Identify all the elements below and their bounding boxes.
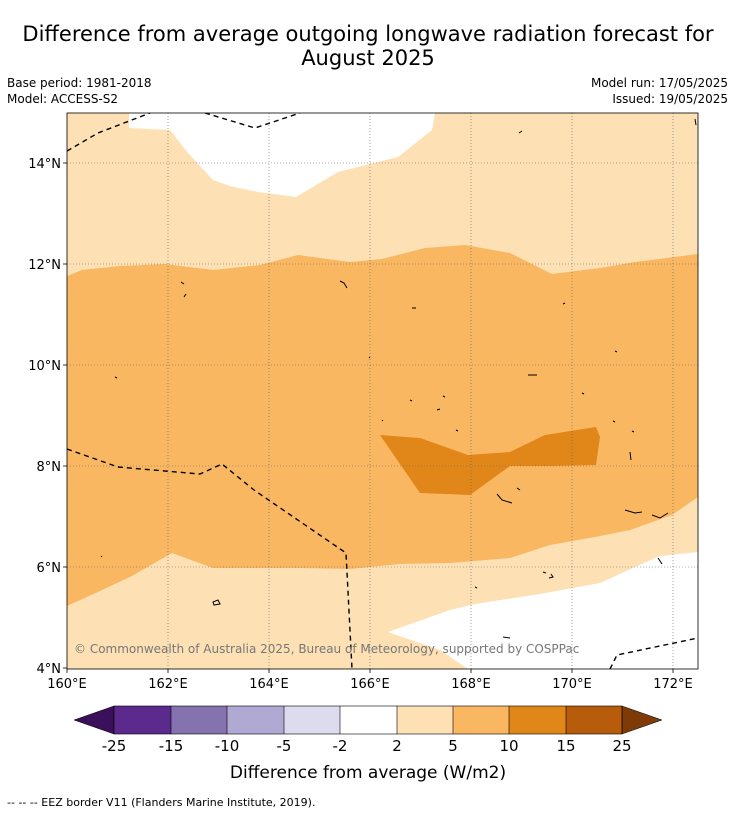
colorbar-extend-high (621, 705, 663, 735)
model-name: Model: ACCESS-S2 (7, 92, 119, 106)
lon-label-170e: 170°E (552, 677, 592, 692)
colorbar-segment (171, 706, 227, 734)
issued-date: Issued: 19/05/2025 (612, 92, 728, 106)
neutral-region-south (388, 552, 698, 669)
lat-label-8n: 8°N (37, 460, 62, 475)
colorbar-segment (114, 706, 171, 734)
colorbar-tick: -10 (215, 737, 240, 755)
neutral-region-north (129, 113, 435, 197)
lon-label-162e: 162°E (148, 677, 188, 692)
colorbar-segment (227, 706, 284, 734)
map-frame (66, 112, 699, 670)
eez-borders (67, 113, 698, 669)
colorbar-frame (113, 705, 623, 735)
model-run: Model run: 17/05/2025 (590, 76, 728, 90)
meta-right: Model run: 17/05/2025 Issued: 19/05/2025 (591, 75, 728, 107)
lon-labels: 160°E 162°E 164°E 166°E 168°E 170°E 172°… (47, 677, 693, 692)
lon-label-166e: 166°E (350, 677, 390, 692)
lon-label-172e: 172°E (653, 677, 693, 692)
colorbar-tick: -15 (159, 737, 184, 755)
grid-lines (67, 113, 698, 669)
islands (100, 118, 697, 639)
colorbar-tick: 25 (612, 737, 631, 755)
lat-label-12n: 12°N (28, 258, 61, 273)
copyright-text: © Commonwealth of Australia 2025, Bureau… (74, 642, 579, 656)
colorbar-tick: -25 (102, 737, 127, 755)
lat-label-4n: 4°N (37, 662, 62, 677)
lon-label-160e: 160°E (47, 677, 87, 692)
colorbar-segment (340, 706, 397, 734)
colorbar-ticks: -25 -15 -10 -5 -2 2 5 10 15 25 (102, 737, 632, 755)
colorbar-segment (453, 706, 509, 734)
colorbar-tick: -2 (333, 737, 348, 755)
base-period: Base period: 1981-2018 (7, 76, 152, 90)
tick-marks (63, 162, 674, 673)
colorbar-tick: 10 (499, 737, 518, 755)
lat-label-6n: 6°N (37, 561, 62, 576)
colorbar-tick: -5 (277, 737, 292, 755)
chart-title: Difference from average outgoing longwav… (0, 22, 736, 70)
colorbar: -25 -15 -10 -5 -2 2 5 10 15 25 Differenc… (73, 705, 663, 783)
colorbar-segment (397, 706, 453, 734)
colorbar-segment (509, 706, 566, 734)
colorbar-dividers (170, 706, 567, 734)
map-area (67, 113, 698, 669)
band-10-15 (380, 427, 600, 495)
colorbar-tick: 5 (448, 737, 458, 755)
title-line-2: August 2025 (301, 46, 435, 70)
colorbar-tick: 2 (392, 737, 402, 755)
lat-label-10n: 10°N (28, 359, 61, 374)
eez-legend-note: -- -- -- EEZ border V11 (Flanders Marine… (7, 796, 316, 809)
title-line-1: Difference from average outgoing longwav… (22, 22, 714, 46)
colorbar-segment (566, 706, 622, 734)
lat-labels: 4°N 6°N 8°N 10°N 12°N 14°N (28, 157, 61, 677)
lon-label-168e: 168°E (451, 677, 491, 692)
lon-label-164e: 164°E (249, 677, 289, 692)
band-5-10 (67, 245, 698, 606)
meta-left: Base period: 1981-2018 Model: ACCESS-S2 (7, 75, 152, 107)
colorbar-extend-low (73, 705, 115, 735)
lat-label-14n: 14°N (28, 157, 61, 172)
colorbar-segment (284, 706, 340, 734)
colorbar-tick: 15 (556, 737, 575, 755)
colorbar-label: Difference from average (W/m2) (230, 763, 506, 783)
